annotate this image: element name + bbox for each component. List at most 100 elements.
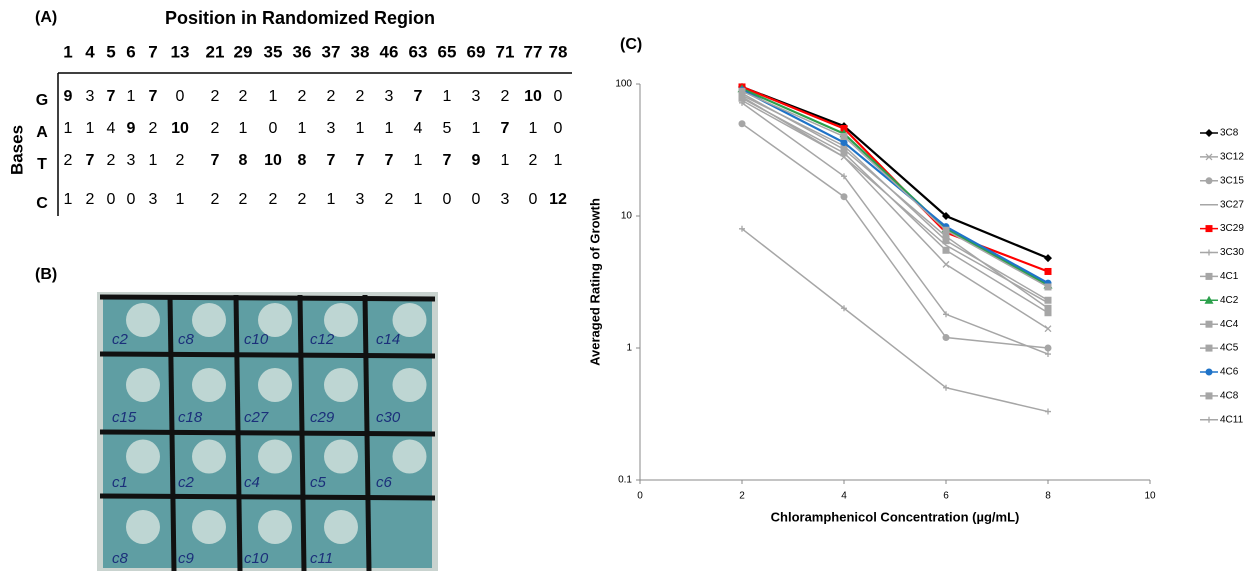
x-tick-label: 2: [739, 491, 745, 502]
point: [1206, 416, 1212, 423]
cell: 2: [385, 191, 394, 208]
point: [1205, 153, 1213, 161]
column-header: 36: [293, 42, 312, 61]
cell: 4: [107, 120, 116, 137]
column-header: 71: [496, 42, 515, 61]
plate-label: c18: [178, 409, 203, 426]
cell: 2: [86, 191, 95, 208]
point: [942, 246, 950, 254]
plate-label: c5: [310, 474, 327, 491]
cell: 1: [176, 191, 185, 208]
cell: 1: [472, 120, 481, 137]
colony: [126, 303, 160, 337]
row-header: A: [36, 124, 48, 141]
column-header: 7: [148, 42, 157, 61]
point: [739, 225, 745, 232]
point: [1205, 392, 1213, 400]
plate-label: c4: [244, 474, 260, 491]
point: [1044, 283, 1052, 291]
plate-label: c30: [376, 409, 401, 426]
legend-label: 3C8: [1220, 128, 1239, 139]
x-tick-label: 6: [943, 491, 949, 502]
point: [840, 149, 848, 157]
cell: 0: [443, 191, 452, 208]
grid-marker-line: [99, 429, 436, 437]
row-header: G: [36, 92, 48, 109]
column-header: 6: [126, 42, 135, 61]
point: [738, 120, 746, 128]
point: [1044, 309, 1052, 317]
point: [943, 311, 949, 318]
colony: [392, 303, 427, 337]
cell: 2: [176, 152, 185, 169]
cell: 10: [264, 152, 282, 169]
series-line: [741, 87, 1049, 286]
legend-label: 4C2: [1220, 295, 1239, 306]
point: [738, 87, 746, 95]
point: [1205, 368, 1213, 376]
y-tick-label: 1: [626, 343, 632, 354]
cell: 1: [127, 88, 136, 105]
row-header: T: [37, 156, 47, 173]
cell: 3: [149, 191, 158, 208]
cell: 7: [86, 152, 95, 169]
table-title: Position in Randomized Region: [165, 8, 435, 28]
plate-label: c2: [178, 474, 195, 491]
panel-label: (A): [35, 9, 57, 26]
column-header: 13: [171, 42, 190, 61]
cell: 2: [327, 88, 336, 105]
cell: 1: [529, 120, 538, 137]
legend-label: 3C27: [1220, 199, 1244, 210]
cell: 2: [501, 88, 510, 105]
column-header: 65: [438, 42, 457, 61]
cell: 1: [385, 120, 394, 137]
point: [942, 226, 950, 234]
colony: [392, 439, 427, 474]
cell: 1: [414, 191, 423, 208]
point: [841, 305, 847, 312]
legend-label: 3C15: [1220, 175, 1244, 186]
legend-label: 4C4: [1220, 319, 1239, 330]
point: [1205, 272, 1213, 280]
cell: 2: [211, 120, 220, 137]
point: [1044, 296, 1052, 304]
point: [1205, 344, 1213, 352]
colony: [192, 439, 226, 474]
series-line: [741, 228, 1049, 413]
cell: 9: [127, 120, 136, 137]
series-line: [741, 94, 1049, 301]
plate-label: c14: [376, 331, 400, 348]
column-header: 63: [409, 42, 428, 61]
cell: 0: [269, 120, 278, 137]
legend-label: 3C29: [1220, 223, 1244, 234]
point: [1044, 344, 1052, 352]
grid-marker-line: [99, 351, 436, 359]
series-line: [741, 97, 1049, 314]
column-header: 37: [322, 42, 341, 61]
colony: [126, 510, 160, 544]
plate-label: c8: [112, 550, 129, 567]
grid-marker-line: [99, 294, 436, 302]
cell: 1: [356, 120, 365, 137]
colony: [324, 439, 358, 474]
point: [840, 139, 848, 147]
plate-label: c2: [112, 331, 129, 348]
legend-label: 3C30: [1220, 247, 1244, 258]
cell: 2: [211, 88, 220, 105]
series-line: [741, 85, 1049, 260]
column-header: 38: [351, 42, 370, 61]
legend-label: 3C12: [1220, 152, 1244, 163]
colony: [126, 368, 160, 402]
cell: 1: [239, 120, 248, 137]
series-line: [741, 123, 1049, 349]
x-tick-label: 0: [637, 491, 643, 502]
plate-label: c11: [310, 550, 333, 567]
cell: 7: [107, 88, 116, 105]
cell: 3: [356, 191, 365, 208]
cell: 0: [472, 191, 481, 208]
series-line: [741, 96, 1049, 330]
point: [840, 193, 848, 201]
legend-label: 4C8: [1220, 391, 1239, 402]
cell: 2: [64, 152, 73, 169]
cell: 5: [443, 120, 452, 137]
